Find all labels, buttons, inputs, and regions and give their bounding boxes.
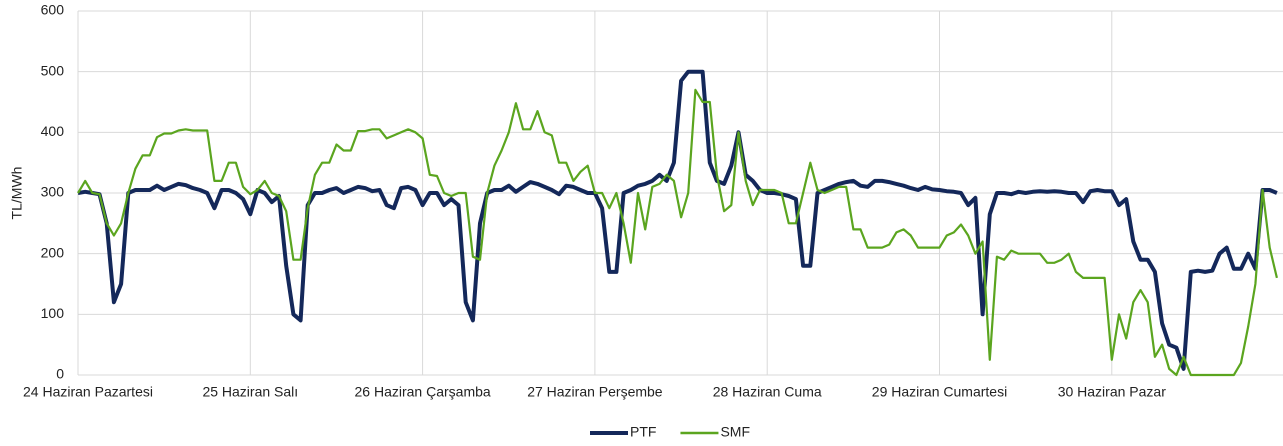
legend-label: SMF bbox=[720, 424, 750, 440]
y-tick-label: 400 bbox=[41, 123, 65, 139]
x-tick-label: 25 Haziran Salı bbox=[202, 384, 298, 400]
line-0 bbox=[77, 69, 1278, 371]
y-axis-label: TL/MWh bbox=[9, 167, 25, 220]
x-tick-label: 26 Haziran Çarşamba bbox=[355, 384, 491, 400]
y-tick-label: 200 bbox=[41, 244, 65, 260]
line-1 bbox=[77, 88, 1278, 377]
x-tick-label: 30 Haziran Pazar bbox=[1058, 384, 1167, 400]
y-tick-label: 100 bbox=[41, 305, 65, 321]
x-tick-label: 29 Haziran Cumartesi bbox=[872, 384, 1007, 400]
x-tick-label: 24 Haziran Pazartesi bbox=[23, 384, 153, 400]
y-tick-label: 600 bbox=[41, 2, 65, 18]
x-tick-label: 28 Haziran Cuma bbox=[713, 384, 822, 400]
legend-label: PTF bbox=[630, 424, 656, 440]
x-tick-label: 27 Haziran Perşembe bbox=[527, 384, 663, 400]
y-tick-label: 500 bbox=[41, 62, 65, 78]
y-tick-label: 300 bbox=[41, 184, 65, 200]
y-tick-label: 0 bbox=[56, 366, 64, 382]
